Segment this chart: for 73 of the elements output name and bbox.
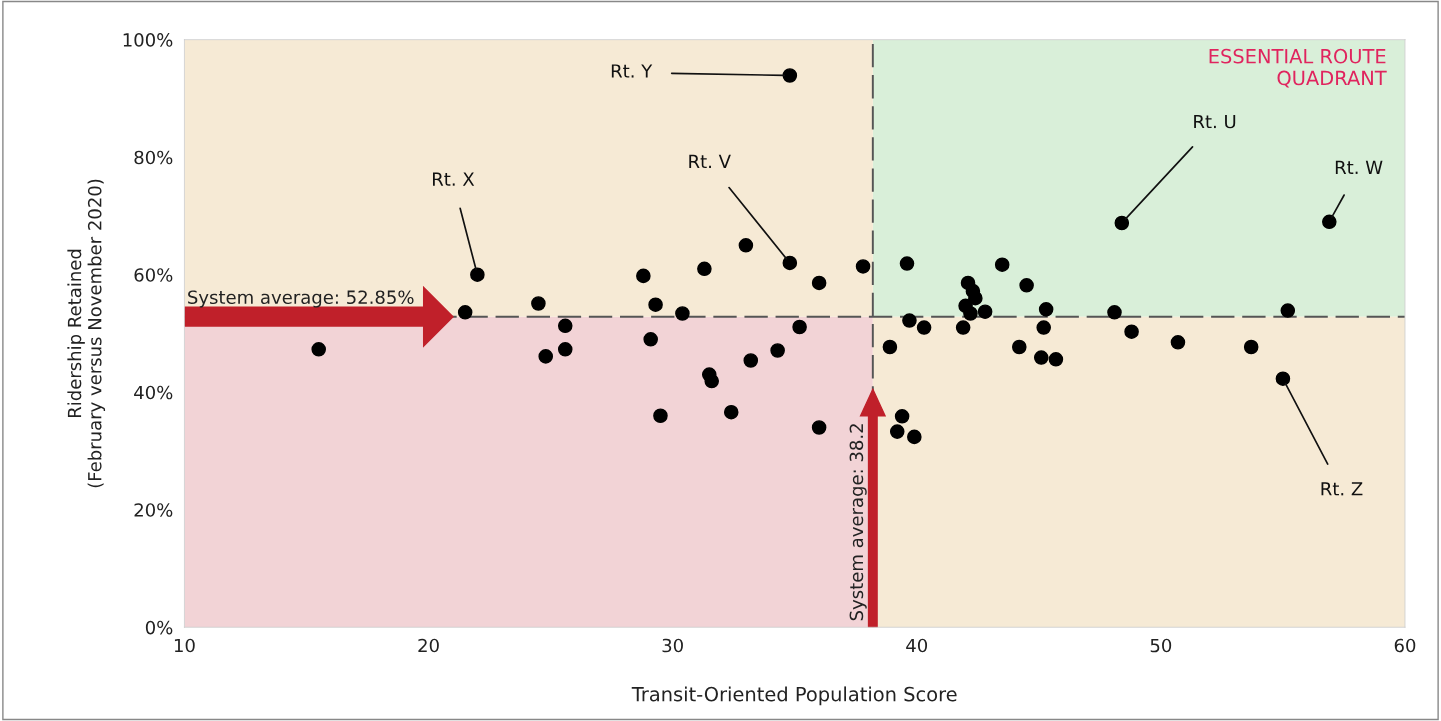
point (907, 429, 922, 445)
x-tick-label: 10 (174, 638, 195, 653)
point (902, 313, 917, 328)
annotation: Rt. X (433, 172, 475, 186)
point (968, 290, 983, 306)
x-axis-title: Transit-Oriented Population Score (631, 686, 957, 706)
point (675, 306, 690, 321)
point (643, 332, 658, 347)
x-tick-label: 30 (662, 638, 683, 653)
point (811, 420, 827, 435)
point (1019, 277, 1034, 293)
annotation: Rt. V (689, 154, 731, 169)
y-tick-label: 80% (134, 150, 173, 165)
point (782, 255, 798, 271)
point (636, 268, 651, 284)
y-tick-label: 100% (123, 33, 173, 47)
point (811, 275, 827, 291)
point (1243, 339, 1259, 355)
ref-line-label: System average: 52.85% (188, 290, 414, 308)
y-tick-label: 0% (145, 620, 173, 635)
y-tick-label: 60% (134, 268, 173, 282)
point (723, 404, 739, 420)
point (1038, 302, 1054, 317)
point (770, 343, 785, 358)
point (855, 259, 871, 274)
annotation: Rt. Y (611, 64, 653, 78)
annotation: Rt. U (1194, 114, 1236, 129)
annotation: Rt. Z (1321, 482, 1363, 496)
point (704, 373, 719, 389)
point (1033, 350, 1049, 365)
y-tick-label: 20% (134, 503, 173, 517)
point (538, 349, 554, 364)
point (994, 257, 1010, 272)
point (470, 267, 485, 282)
point (899, 256, 915, 271)
point (782, 68, 798, 83)
y-axis-title: Ridership Retained (February versus November 2020) (67, 179, 106, 488)
point (889, 424, 905, 439)
point (457, 305, 473, 320)
x-tick-label: 60 (1394, 638, 1416, 653)
point (1170, 334, 1186, 350)
ref-line-label: System average: 38.2 (849, 424, 867, 621)
point (894, 409, 910, 424)
point (1280, 303, 1296, 318)
point (1107, 305, 1122, 320)
point (557, 318, 573, 334)
x-tick-label: 20 (418, 638, 439, 653)
point (697, 261, 712, 277)
point (1322, 214, 1337, 230)
x-tick-label: 50 (1150, 638, 1172, 653)
point (1275, 371, 1291, 386)
point (738, 238, 754, 253)
point (557, 342, 573, 357)
point (531, 296, 546, 311)
point (963, 306, 978, 321)
point (1012, 339, 1027, 355)
point (977, 304, 993, 320)
point (1114, 215, 1130, 231)
point (955, 320, 971, 335)
annotation: ESSENTIAL ROUTE QUADRANT (1209, 48, 1387, 88)
point (311, 342, 326, 357)
point (882, 339, 898, 355)
point (1048, 352, 1064, 367)
point (648, 297, 663, 312)
y-tick-label: 40% (134, 385, 173, 400)
annotation: Rt. W (1335, 160, 1383, 174)
point (653, 408, 668, 424)
point (792, 319, 807, 335)
point (916, 320, 932, 335)
point (1124, 324, 1139, 339)
point (743, 353, 759, 368)
point (1036, 320, 1051, 335)
x-tick-label: 40 (906, 638, 928, 653)
